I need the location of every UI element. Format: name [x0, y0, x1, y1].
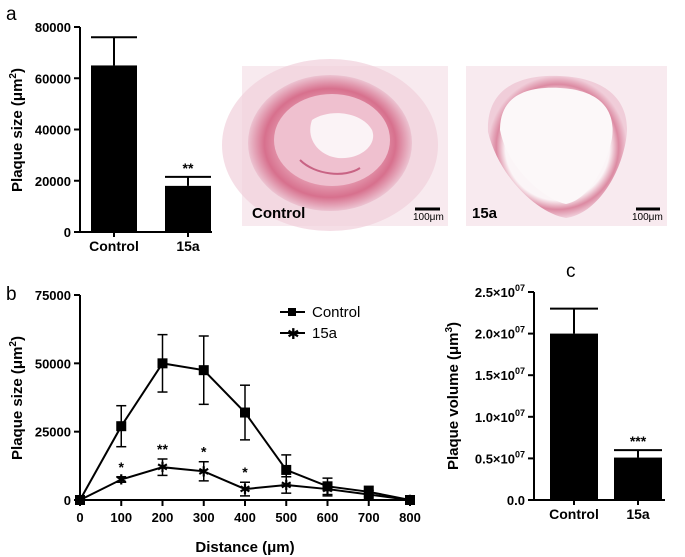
photo-control-scale-label: 100μm: [413, 212, 444, 223]
photo-15a-label: 15a: [472, 205, 498, 222]
panel-b-y-tick-label: 50000: [35, 356, 71, 371]
panel-a-letter: a: [6, 4, 17, 25]
series-15a-point: ✱: [198, 463, 210, 479]
panel-b-x-tick-label: 700: [358, 510, 380, 525]
panel-c-y-tick-label: 0.5×1007: [475, 449, 525, 466]
panel-b-y-axis-title: Plaque size (μm2): [8, 336, 26, 460]
panel-b-y-tick-label: 75000: [35, 288, 71, 303]
panel-c-y-tick-label: 2.5×1007: [475, 283, 525, 300]
panel-a-y-tick-label: 20000: [35, 174, 71, 189]
panel-c-y-tick-label: 2.0×1007: [475, 325, 525, 342]
panel-c-y-tick-label: 1.0×1007: [475, 408, 525, 425]
series-15a-point: ✱: [115, 472, 127, 488]
panel-a-y-axis-title: Plaque size (μm2): [8, 68, 26, 192]
panel-c-category-label: 15a: [626, 506, 650, 522]
panel-b-significance-label: *: [242, 464, 248, 480]
panel-b-x-tick-label: 0: [76, 510, 83, 525]
panel-c-letter: c: [566, 261, 576, 282]
series-15a-point: ✱: [239, 481, 251, 497]
panel-a-y-tick-label: 60000: [35, 71, 71, 86]
series-control-point: [281, 464, 292, 475]
panel-b-x-tick-label: 200: [152, 510, 174, 525]
series-15a-point: ✱: [322, 481, 334, 497]
panel-c-y-tick-label: 0.0: [507, 493, 525, 508]
series-15a-point: ✱: [157, 459, 169, 475]
panel-b-significance-label: *: [119, 459, 125, 475]
histology-image-control: Control 100μm: [222, 59, 448, 231]
panel-b-x-tick-label: 600: [317, 510, 339, 525]
panel-b-x-axis-title: Distance (μm): [195, 539, 294, 556]
panel-c-y-tick-label: 1.5×1007: [475, 366, 525, 383]
panel-b-y-tick-label: 0: [64, 493, 71, 508]
series-control-point: [240, 407, 250, 418]
photo-control-lumen: [310, 113, 374, 159]
panel-b-letter: b: [6, 284, 17, 305]
panel-b-line-chart: Plaque size (μm2) Distance (μm) Control …: [8, 288, 421, 556]
panel-c-bar-chart: Plaque volume (μm3) 0.0 0.5×1007 1.0×1007 1…: [444, 283, 665, 522]
panel-a-bar-chart: Plaque size (μm2) 0 20000 40000 60000 80000 C…: [8, 20, 212, 254]
panel-c-bar-15a: [614, 457, 662, 500]
histology-image-15a: 15a 100μm: [466, 66, 667, 226]
panel-b-legend: Control ✱ 15a: [280, 304, 360, 343]
photo-15a-lumen: [500, 87, 613, 204]
panel-c-bar-control: [550, 333, 598, 500]
series-control-point: [157, 358, 168, 369]
panel-a-y-tick-label: 40000: [35, 123, 71, 138]
photo-control-label: Control: [252, 205, 305, 222]
panel-a-y-tick-label: 0: [64, 225, 71, 240]
series-15a-point: ✱: [280, 477, 292, 493]
photo-15a-scale-label: 100μm: [632, 212, 663, 223]
panel-a-y-tick-label: 80000: [35, 20, 71, 35]
panel-b-significance-label: **: [157, 441, 168, 457]
photo-control-stain-line: [299, 159, 361, 175]
series-15a-point: ✱: [363, 487, 375, 503]
legend-15a-label: 15a: [312, 325, 338, 342]
panel-b-y-tick-label: 25000: [35, 425, 71, 440]
legend-15a-marker: ✱: [287, 326, 300, 343]
series-control-point: [116, 421, 127, 432]
panel-c-y-axis-title: Plaque volume (μm3): [444, 322, 462, 470]
panel-b-x-tick-label: 800: [399, 510, 421, 525]
panel-b-x-tick-label: 400: [234, 510, 256, 525]
series-15a-point: ✱: [74, 492, 86, 508]
legend-control-marker: [288, 308, 296, 316]
panel-a-category-label: 15a: [176, 238, 200, 254]
panel-a-significance-label: **: [183, 160, 194, 176]
panel-b-significance-label: *: [201, 444, 207, 460]
panel-b-x-tick-label: 500: [275, 510, 297, 525]
panel-c-category-label: Control: [549, 506, 599, 522]
panel-b-x-tick-label: 300: [193, 510, 215, 525]
panel-a-category-label: Control: [89, 238, 139, 254]
legend-control-label: Control: [312, 304, 360, 321]
panel-b-x-tick-label: 100: [110, 510, 132, 525]
panel-a-bar-15a: [165, 185, 211, 232]
series-control-point: [198, 365, 209, 376]
series-15a-point: ✱: [404, 492, 416, 508]
panel-a-bar-control: [91, 65, 137, 232]
panel-c-significance-label: ***: [630, 433, 647, 449]
